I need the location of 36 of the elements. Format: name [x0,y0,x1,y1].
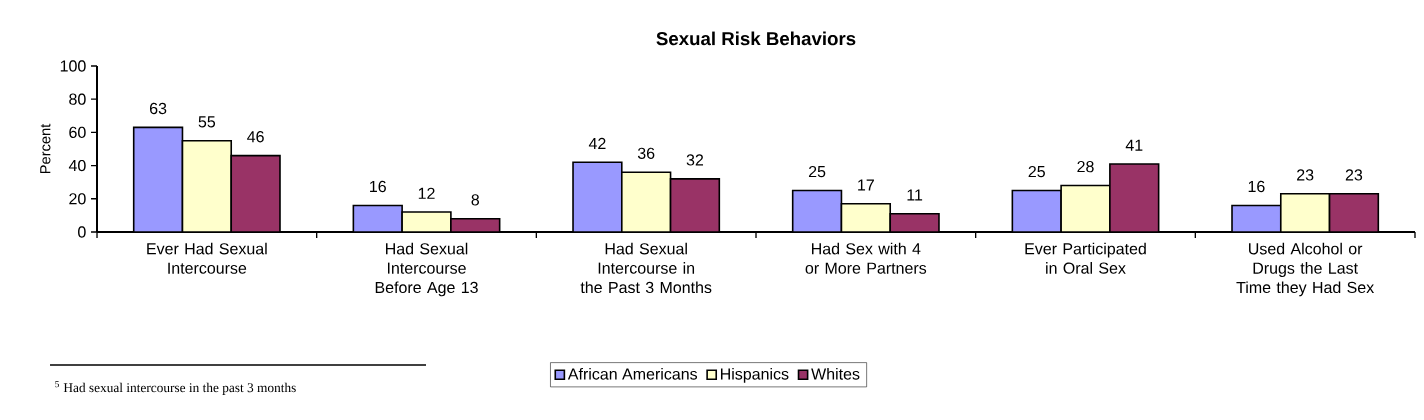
data-label: 17 [858,179,874,191]
x-tick-label: Ever Had Sexual Intercourse [147,242,267,274]
data-label: 55 [198,116,216,128]
legend-label: African Americans [567,367,698,380]
y-tick-label: 80 [69,93,86,105]
data-label: 25 [808,165,826,178]
data-label: 36 [637,147,655,159]
x-tick-label: Had Sex with 4 or More Partners [805,242,927,274]
data-label: 16 [370,180,386,193]
data-label: 46 [247,131,264,143]
data-label: 32 [686,154,704,166]
data-label: 23 [1345,169,1363,181]
data-label: 42 [588,137,606,150]
y-tick-label: 0 [78,226,86,238]
data-label: 23 [1297,169,1314,181]
data-label: 28 [1077,160,1094,173]
data-label: 12 [418,187,435,199]
data-label: 11 [907,189,923,201]
data-label: 25 [1028,165,1045,178]
legend-label: Hispanics [721,367,789,383]
y-tick-label: 40 [68,159,86,172]
x-tick-label: Had Sexual Intercourse in the Past 3 Months [580,242,712,294]
data-label: 8 [471,194,480,206]
data-label: 63 [150,102,167,115]
y-tick-label: 100 [60,60,86,72]
legend-label: Whites [811,367,860,380]
chart-title: Sexual Risk Behaviors [656,31,856,46]
data-label: 41 [1125,139,1143,151]
text: $^{5}$ Had sexual intercourse in the past 3 months [55,381,296,395]
y-axis-title: Percent [40,123,51,174]
x-tick-label: Used Alcohol or Drugs the Last Time they Had Sex [1236,242,1375,297]
x-tick-label: Had Sexual Intercourse Before Age 13 [375,242,478,297]
data-label: 16 [1248,180,1265,193]
x-tick-label: Ever Participated in Oral Sex [1025,242,1146,274]
y-tick-label: 20 [69,193,86,205]
y-tick-label: 60 [69,126,86,139]
